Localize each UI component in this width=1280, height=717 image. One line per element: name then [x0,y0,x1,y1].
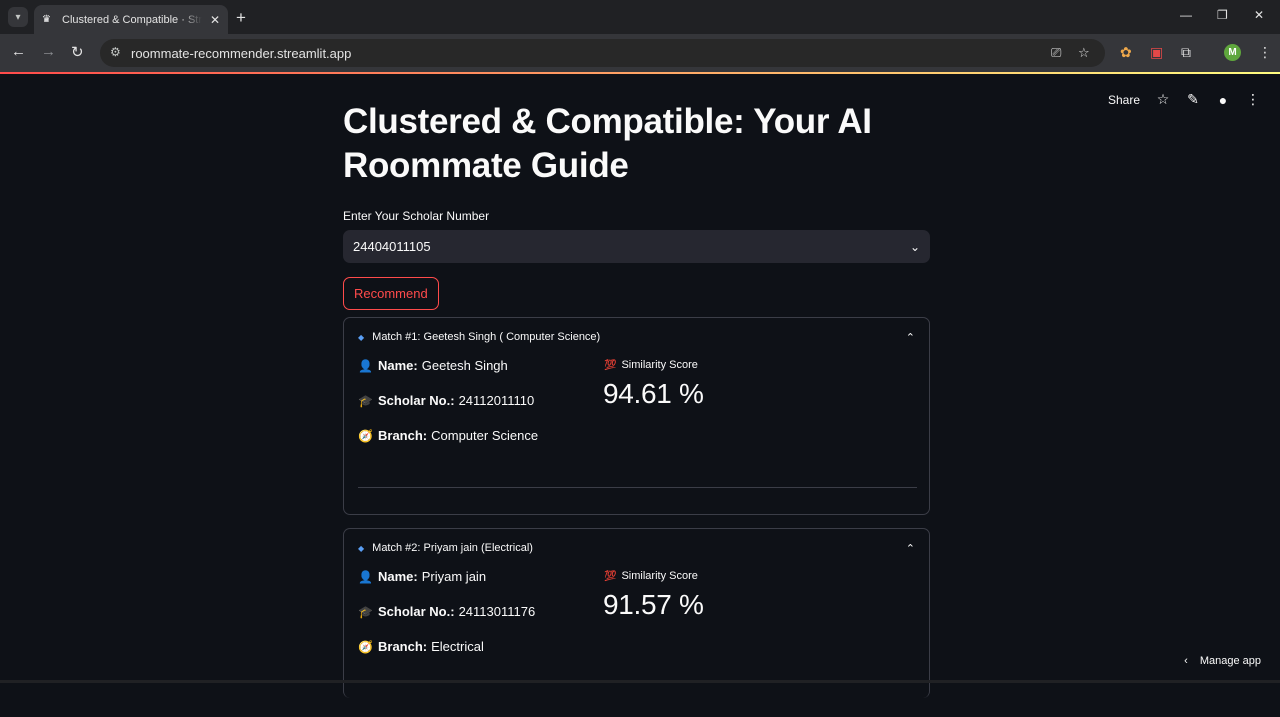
expander-title: Match #1: Geetesh Singh ( Computer Scien… [372,331,600,343]
extension-cookie-icon[interactable]: ✿ [1120,44,1132,61]
extension-red-icon[interactable]: ▣ [1150,44,1163,61]
similarity-score-value: 94.61 % [603,378,704,410]
name-row: 👤 Name: Priyam jain [358,569,486,584]
hundred-points-icon: 💯 [604,360,616,371]
edit-icon[interactable]: ✎ [1186,91,1200,108]
person-icon: 👤 [358,359,372,373]
manage-app-label: Manage app [1200,655,1261,667]
tab-search-icon[interactable]: ▾ [8,7,28,27]
bookmark-star-icon[interactable]: ☆ [1078,45,1090,61]
manage-app-button[interactable]: ‹ Manage app [1184,655,1261,667]
expander-header[interactable]: ◆ Match #2: Priyam jain (Electrical) ⌃ [358,529,915,567]
scholar-label: Scholar No.: [378,393,455,408]
menu-icon[interactable]: ⋮ [1258,44,1272,61]
scholar-label: Scholar No.: [378,604,455,619]
name-value: Geetesh Singh [422,358,508,373]
branch-row: 🧭 Branch: Computer Science [358,428,538,443]
browser-toolbar: ← → ↻ ⚙ roommate-recommender.streamlit.a… [0,34,1280,72]
scholar-select-value: 24404011105 [353,239,431,254]
address-bar[interactable]: ⚙ roommate-recommender.streamlit.app ⎚ ☆ [100,39,1105,67]
match-expander-2: ◆ Match #2: Priyam jain (Electrical) ⌃ 👤… [343,528,930,698]
branch-label: Branch: [378,639,427,654]
hundred-points-icon: 💯 [604,571,616,582]
match-expander-1: ◆ Match #1: Geetesh Singh ( Computer Sci… [343,317,930,515]
install-icon[interactable]: ⎚ [1051,45,1061,61]
browser-tab[interactable]: ♛ Clustered & Compatible · Streamlit ✕ [34,5,228,34]
expander-title: Match #2: Priyam jain (Electrical) [372,542,533,554]
expander-body: 👤 Name: Geetesh Singh 🎓 Scholar No.: 241… [358,356,915,506]
compass-icon: 🧭 [358,640,372,654]
minimize-icon[interactable]: — [1180,8,1192,22]
branch-value: Electrical [431,639,484,654]
graduation-cap-icon: 🎓 [358,394,372,408]
scholar-number-select[interactable]: 24404011105 ⌄ [343,230,930,263]
person-icon: 👤 [358,570,372,584]
chevron-up-icon[interactable]: ⌃ [906,331,915,344]
recommend-button[interactable]: Recommend [343,277,439,310]
similarity-score-label: 💯 Similarity Score [604,570,698,582]
github-icon[interactable]: ● [1216,92,1230,108]
scholar-value: 24112011110 [459,393,535,408]
streamlit-favicon-icon: ♛ [42,14,54,26]
browser-tab-bar: ▾ ♛ Clustered & Compatible · Streamlit ✕… [0,0,1280,34]
scholar-select-label: Enter Your Scholar Number [343,209,930,223]
scholar-value: 24113011176 [459,604,536,619]
url-text[interactable]: roommate-recommender.streamlit.app [131,46,351,61]
name-label: Name: [378,569,418,584]
main-content: Clustered & Compatible: Your AI Roommate… [343,100,930,310]
branch-row: 🧭 Branch: Electrical [358,639,484,654]
star-icon[interactable]: ☆ [1156,91,1170,108]
diamond-icon: ◆ [358,333,364,342]
scholar-row: 🎓 Scholar No.: 24113011176 [358,604,535,619]
divider [358,487,917,488]
back-icon[interactable]: ← [11,43,26,60]
streamlit-header-actions: Share ☆ ✎ ● ⋮ [1108,91,1260,108]
profile-avatar[interactable]: M [1224,44,1241,61]
score-label-text: Similarity Score [621,359,697,371]
forward-icon[interactable]: → [41,43,56,60]
expander-body: 👤 Name: Priyam jain 🎓 Scholar No.: 24113… [358,567,915,717]
site-info-icon[interactable]: ⚙ [110,45,121,59]
share-button[interactable]: Share [1108,93,1140,107]
chevron-left-icon: ‹ [1184,655,1188,667]
name-row: 👤 Name: Geetesh Singh [358,358,508,373]
extensions-icon[interactable]: ⧉ [1181,44,1191,61]
tab-title: Clustered & Compatible · Streamlit [62,14,202,26]
page-title: Clustered & Compatible: Your AI Roommate… [343,100,930,188]
similarity-score-value: 91.57 % [603,589,704,621]
score-label-text: Similarity Score [621,570,697,582]
compass-icon: 🧭 [358,429,372,443]
new-tab-icon[interactable]: + [236,8,246,28]
scholar-row: 🎓 Scholar No.: 24112011110 [358,393,534,408]
reload-icon[interactable]: ↻ [71,43,84,61]
similarity-score-label: 💯 Similarity Score [604,359,698,371]
main-menu-icon[interactable]: ⋮ [1246,91,1260,108]
streamlit-header-decoration [0,72,1280,74]
expander-header[interactable]: ◆ Match #1: Geetesh Singh ( Computer Sci… [358,318,915,356]
restore-icon[interactable]: ❐ [1217,8,1228,22]
branch-label: Branch: [378,428,427,443]
graduation-cap-icon: 🎓 [358,605,372,619]
diamond-icon: ◆ [358,544,364,553]
close-window-icon[interactable]: ✕ [1254,8,1264,22]
branch-value: Computer Science [431,428,538,443]
close-tab-icon[interactable]: ✕ [210,13,220,27]
name-value: Priyam jain [422,569,486,584]
name-label: Name: [378,358,418,373]
chevron-down-icon[interactable]: ⌄ [910,240,920,254]
chevron-up-icon[interactable]: ⌃ [906,542,915,555]
